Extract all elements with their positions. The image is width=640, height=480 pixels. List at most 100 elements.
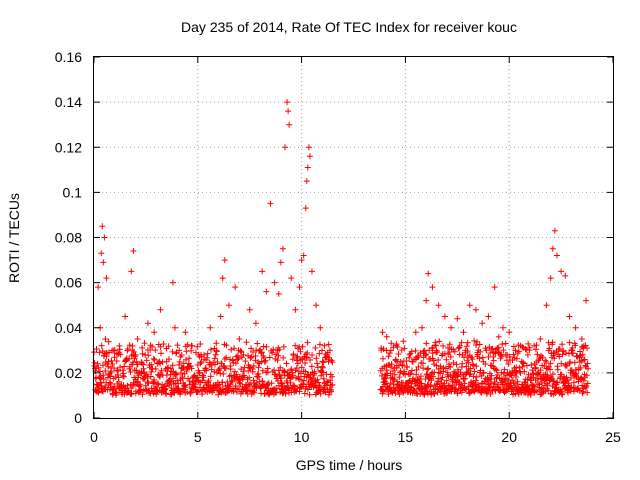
data-point [437, 370, 444, 377]
data-point [223, 342, 230, 349]
data-point [249, 368, 256, 375]
data-point [572, 324, 579, 331]
data-point [545, 387, 552, 394]
data-point [169, 348, 176, 355]
data-point [462, 375, 469, 382]
data-point [143, 371, 150, 378]
data-point [235, 355, 242, 362]
data-point [537, 367, 544, 374]
data-point [170, 375, 177, 382]
data-point [445, 344, 452, 351]
data-point [399, 362, 406, 369]
data-point [298, 257, 305, 264]
data-point [487, 391, 494, 398]
data-point [516, 364, 523, 371]
y-tick-label: 0.14 [55, 94, 82, 110]
data-point [434, 348, 441, 355]
data-point [176, 347, 183, 354]
data-point [287, 379, 294, 386]
data-point [451, 348, 458, 355]
data-point [491, 284, 498, 291]
data-point [174, 342, 181, 349]
data-point [151, 356, 158, 363]
data-point [124, 346, 131, 353]
data-point [119, 367, 126, 374]
data-point [250, 349, 257, 356]
data-point [436, 338, 443, 345]
data-point [547, 366, 554, 373]
data-point [248, 345, 255, 352]
data-point [98, 250, 105, 257]
data-point [139, 391, 146, 398]
data-point [113, 390, 120, 397]
data-point [220, 370, 227, 377]
data-point [326, 347, 333, 354]
data-point [467, 365, 474, 372]
data-point [176, 358, 183, 365]
data-point [229, 378, 236, 385]
data-point [197, 340, 204, 347]
data-point [232, 382, 239, 389]
data-point [288, 275, 295, 282]
data-point [263, 288, 270, 295]
data-point [395, 351, 402, 358]
data-point [105, 358, 112, 365]
data-point [282, 390, 289, 397]
data-point [91, 359, 98, 366]
data-point [474, 338, 481, 345]
x-tick-label: 10 [294, 429, 310, 445]
data-point [505, 360, 512, 367]
data-point [120, 373, 127, 380]
data-point [325, 358, 332, 365]
data-point [412, 329, 419, 336]
data-point [289, 356, 296, 363]
data-point [237, 347, 244, 354]
data-point [120, 382, 127, 389]
data-point [232, 284, 239, 291]
data-point [108, 357, 115, 364]
data-point [237, 380, 244, 387]
data-point [580, 388, 587, 395]
data-point [304, 349, 311, 356]
data-point [564, 376, 571, 383]
data-point [98, 342, 105, 349]
data-point [184, 341, 191, 348]
data-point [543, 365, 550, 372]
data-point [151, 329, 158, 336]
data-point [454, 390, 461, 397]
data-point [149, 343, 156, 350]
y-tick-label: 0.06 [55, 275, 82, 291]
data-point [405, 379, 412, 386]
data-point [515, 348, 522, 355]
data-point [105, 338, 112, 345]
data-point [425, 365, 432, 372]
data-point [143, 357, 150, 364]
data-point [493, 367, 500, 374]
data-point [547, 275, 554, 282]
data-point [144, 374, 151, 381]
data-point [565, 380, 572, 387]
data-point [279, 245, 286, 252]
data-point [524, 351, 531, 358]
data-point [139, 344, 146, 351]
data-point [213, 347, 220, 354]
data-point [232, 360, 239, 367]
data-point [584, 360, 591, 367]
data-point [316, 350, 323, 357]
data-point [509, 377, 516, 384]
data-point [479, 320, 486, 327]
data-point [293, 357, 300, 364]
data-point [292, 342, 299, 349]
data-point [97, 368, 104, 375]
data-point [544, 382, 551, 389]
data-point [537, 336, 544, 343]
data-point [294, 360, 301, 367]
data-point [274, 357, 281, 364]
data-point [526, 344, 533, 351]
data-point [120, 370, 127, 377]
data-point [527, 391, 534, 398]
data-point [293, 365, 300, 372]
y-tick-label: 0.02 [55, 365, 82, 381]
data-point [415, 363, 422, 370]
data-point [528, 361, 535, 368]
